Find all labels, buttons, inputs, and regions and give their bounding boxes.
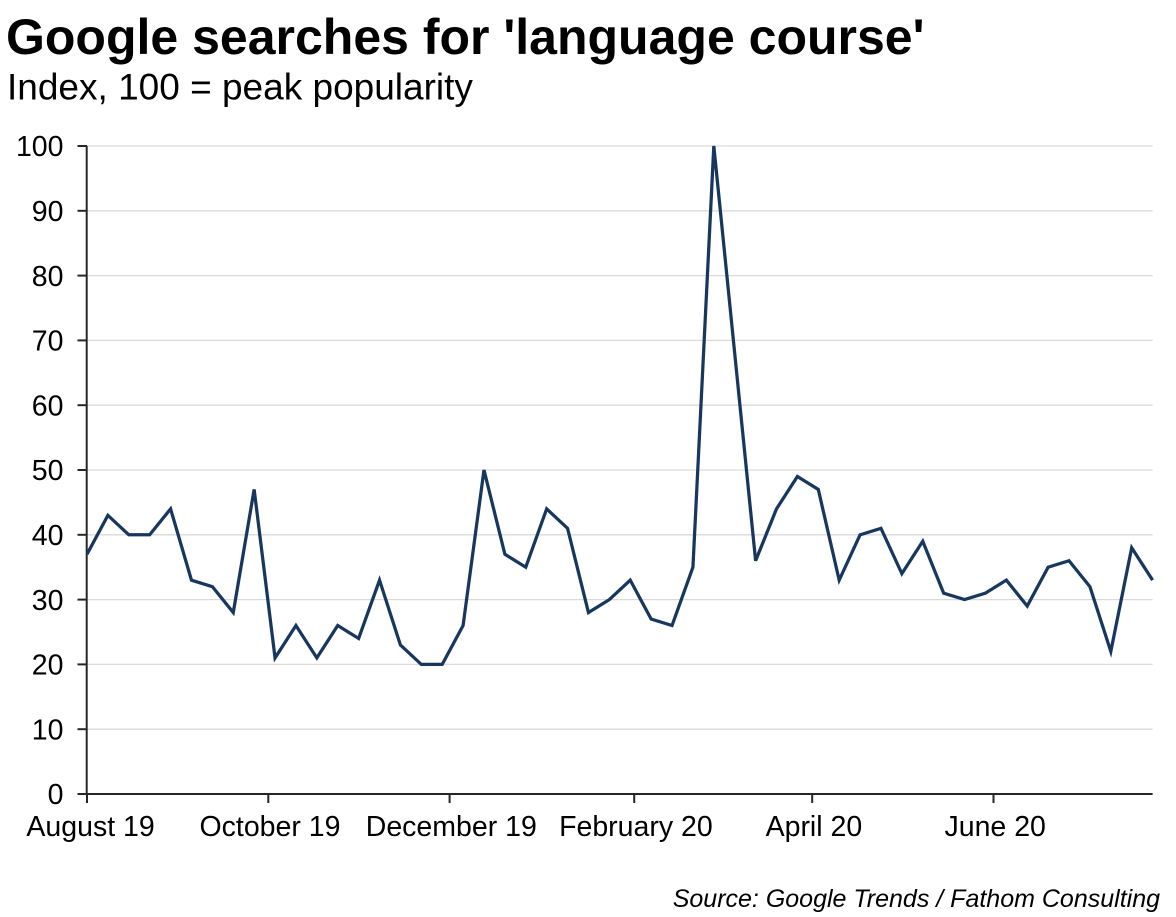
svg-text:100: 100 — [16, 131, 64, 163]
svg-text:0: 0 — [48, 779, 64, 811]
svg-text:80: 80 — [32, 261, 64, 293]
svg-text:Index, 100 = peak popularity: Index, 100 = peak popularity — [7, 67, 473, 108]
svg-text:60: 60 — [32, 390, 64, 422]
svg-text:June 20: June 20 — [944, 811, 1045, 843]
svg-text:August 19: August 19 — [26, 811, 154, 843]
svg-text:Google searches for 'language: Google searches for 'language course' — [6, 9, 925, 65]
svg-text:February 20: February 20 — [559, 811, 713, 843]
svg-text:30: 30 — [32, 585, 64, 617]
svg-text:90: 90 — [32, 196, 64, 228]
svg-text:40: 40 — [32, 520, 64, 552]
svg-text:Source: Google Trends / Fathom: Source: Google Trends / Fathom Consultin… — [673, 885, 1160, 913]
svg-text:December 19: December 19 — [366, 811, 537, 843]
svg-text:April 20: April 20 — [766, 811, 863, 843]
svg-text:10: 10 — [32, 714, 64, 746]
svg-text:October 19: October 19 — [200, 811, 341, 843]
svg-text:20: 20 — [32, 650, 64, 682]
svg-text:70: 70 — [32, 326, 64, 358]
svg-text:50: 50 — [32, 455, 64, 487]
